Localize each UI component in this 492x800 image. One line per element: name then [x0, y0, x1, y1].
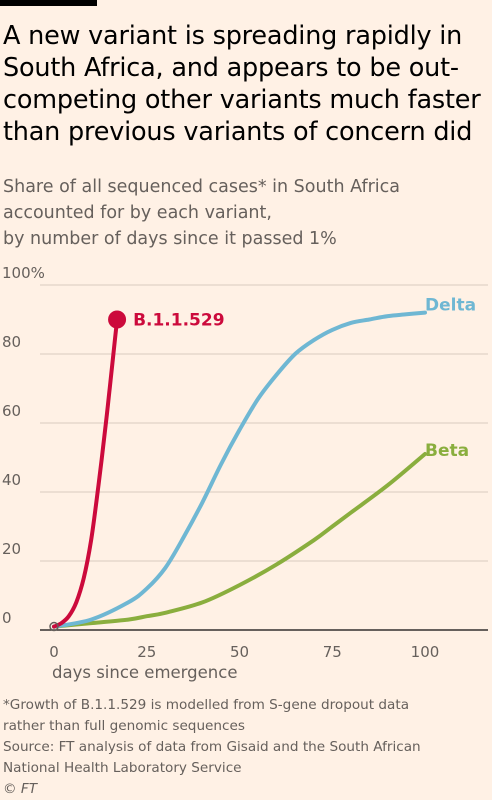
- y-tick-label: 80: [2, 333, 21, 351]
- series-line-beta: [52, 452, 427, 629]
- x-tick-label: 0: [49, 643, 59, 661]
- b11529-endpoint-marker: [108, 310, 127, 329]
- y-tick-label: 100%: [2, 265, 45, 282]
- x-tick-label: 100: [411, 643, 440, 661]
- footnote-line: rather than full genomic sequences: [3, 718, 245, 734]
- source-line: Source: FT analysis of data from Gisaid …: [3, 739, 421, 755]
- brand-bar: [0, 0, 97, 6]
- x-tick-label: 25: [137, 643, 156, 661]
- y-tick-label: 40: [2, 471, 21, 489]
- origin-marker: [49, 621, 59, 632]
- x-axis-label: days since emergence: [52, 663, 237, 682]
- footnotes: *Growth of B.1.1.529 is modelled from S-…: [3, 695, 489, 800]
- series-label-b11529: B.1.1.529: [133, 311, 224, 331]
- subtitle-line: accounted for by each variant,: [3, 203, 272, 223]
- x-tick-label: 75: [323, 643, 342, 661]
- variant-share-chart: 0 20 40 60 80 100% 0 25 50 75 100 days since emerge…: [2, 265, 488, 682]
- y-tick-label: 60: [2, 402, 21, 420]
- y-tick-label: 0: [2, 609, 12, 627]
- y-tick-label: 20: [2, 540, 21, 558]
- footnote-line: *Growth of B.1.1.529 is modelled from S-…: [3, 697, 410, 713]
- series-line-delta: [52, 310, 427, 629]
- subtitle-line: Share of all sequenced cases* in South A…: [3, 177, 401, 197]
- source-line: National Health Laboratory Service: [3, 760, 242, 776]
- series-label-beta: Beta: [425, 441, 469, 461]
- series-line-b-1-1-529: [52, 317, 120, 629]
- copyright: © FT: [3, 781, 38, 797]
- chart-title: A new variant is spreading rapidly in So…: [3, 21, 481, 147]
- series-label-delta: Delta: [425, 296, 476, 316]
- chart-subtitle: Share of all sequenced cases* in South A…: [3, 174, 488, 252]
- subtitle-line: by number of days since it passed 1%: [3, 229, 337, 249]
- x-tick-label: 50: [230, 643, 249, 661]
